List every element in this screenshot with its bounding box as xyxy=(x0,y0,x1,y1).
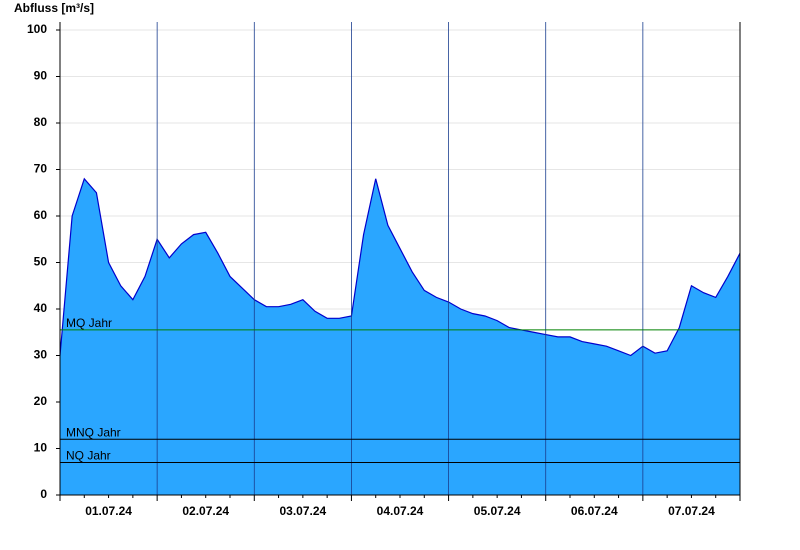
x-tick-label: 05.07.24 xyxy=(474,504,521,518)
y-tick-label: 100 xyxy=(27,22,47,36)
y-tick-label: 0 xyxy=(40,487,47,501)
line xyxy=(59,177,741,357)
reference-label: NQ Jahr xyxy=(66,449,111,463)
axis-title: Abfluss [m³/s] xyxy=(14,1,94,15)
reference-label: MNQ Jahr xyxy=(66,425,121,439)
y-tick-label: 80 xyxy=(34,115,48,129)
area xyxy=(60,178,740,496)
x-tick-label: 03.07.24 xyxy=(279,504,326,518)
y-tick-label: 90 xyxy=(34,69,48,83)
y-tick-label: 20 xyxy=(34,394,48,408)
x-tick-label: 06.07.24 xyxy=(571,504,618,518)
x-tick-label: 04.07.24 xyxy=(377,504,424,518)
y-tick-label: 30 xyxy=(34,348,48,362)
y-tick-label: 40 xyxy=(34,301,48,315)
x-tick-label: 02.07.24 xyxy=(182,504,229,518)
y-tick-label: 50 xyxy=(34,255,48,269)
y-tick-label: 60 xyxy=(34,208,48,222)
x-tick-label: 01.07.24 xyxy=(85,504,132,518)
y-tick-label: 70 xyxy=(34,162,48,176)
y-tick-label: 10 xyxy=(34,441,48,455)
x-tick-label: 07.07.24 xyxy=(668,504,715,518)
reference-label: MQ Jahr xyxy=(66,316,112,330)
